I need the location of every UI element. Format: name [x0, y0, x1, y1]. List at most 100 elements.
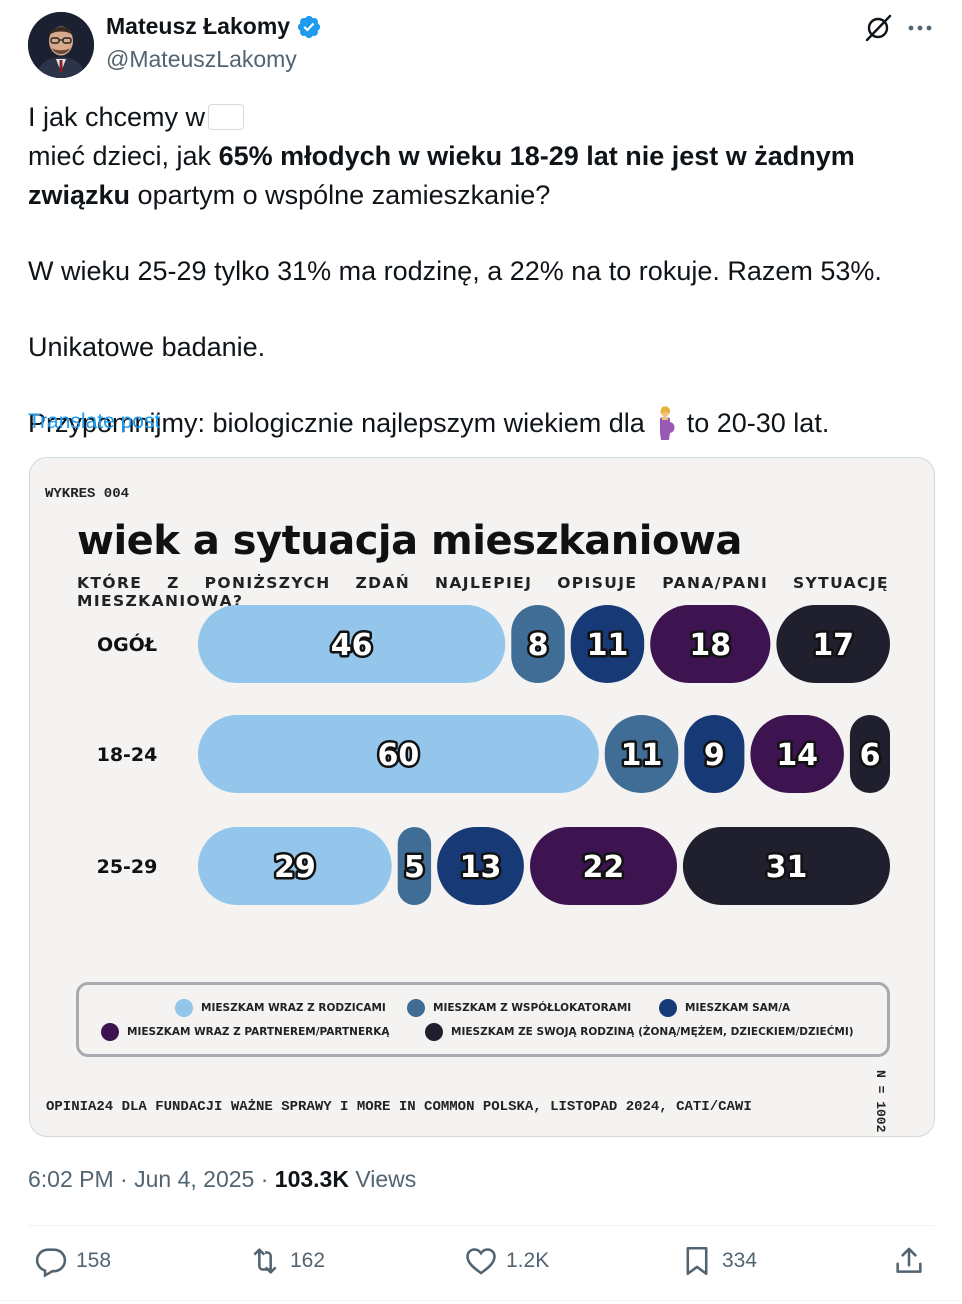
reply-count: 158 [76, 1249, 112, 1272]
more-options-icon[interactable] [906, 14, 934, 42]
share-button[interactable] [892, 1244, 926, 1278]
legend-label: MIESZKAM WRAZ Z PARTNEREM/PARTNERKĄ [127, 1026, 390, 1038]
legend-item-family: MIESZKAM ZE SWOJĄ RODZINĄ (ŻONĄ/MĘŻEM, D… [425, 1023, 854, 1041]
legend-label: MIESZKAM SAM/A [685, 1002, 791, 1014]
legend-swatch [175, 999, 193, 1017]
post-paragraph-3: Unikatowe badanie. [28, 332, 266, 362]
legend-label: MIESZKAM WRAZ Z RODZICAMI [201, 1002, 386, 1014]
chart-legend: MIESZKAM WRAZ Z RODZICAMI MIESZKAM Z WSP… [76, 982, 890, 1057]
views-label: Views [355, 1166, 417, 1192]
views-count: 103.3K [274, 1166, 349, 1192]
bar-segment [750, 715, 844, 793]
action-bar: 158 162 1.2K 334 [0, 1238, 962, 1288]
bar-value-label: 31 [766, 850, 808, 885]
bar-value-label: 13 [460, 850, 502, 885]
avatar[interactable] [28, 12, 94, 78]
category-label: 18-24 [97, 744, 158, 766]
post-text-segment: opartym o wspólne zamieszkanie? [137, 180, 551, 210]
legend-item-alone: MIESZKAM SAM/A [659, 999, 790, 1017]
like-count: 1.2K [506, 1249, 550, 1272]
author-display-name[interactable]: Mateusz Łakomy [106, 13, 291, 39]
post-text-segment: Przypomnijmy: biologicznie najlepszym wi… [28, 408, 645, 438]
legend-swatch [101, 1023, 119, 1041]
chart-canvas: OGÓŁ 46 8 11 18 17 18-24 60 11 9 14 6 25-29 29 5 13 22 31 [97, 605, 890, 905]
post-time[interactable]: 6:02 PM [28, 1166, 114, 1192]
legend-item-partner: MIESZKAM WRAZ Z PARTNEREM/PARTNERKĄ [101, 1023, 389, 1041]
bar-segment [198, 715, 599, 793]
chart-subtitle: KTÓRE Z PONIŻSZYCH ZDAŃ NAJLEPIEJ OPISUJ… [77, 574, 889, 610]
reply-icon [35, 1248, 67, 1278]
author-name-row[interactable]: Mateusz Łakomy [106, 13, 322, 40]
post-text: I jak chcemy w mieć dzieci, jak 65% młody… [28, 98, 928, 443]
category-label: OGÓŁ [97, 632, 157, 656]
like-button[interactable]: 1.2K [464, 1244, 549, 1278]
bar-value-label: 60 [378, 738, 420, 773]
bookmark-icon [686, 1246, 708, 1276]
bar-segment [650, 605, 771, 683]
author-handle[interactable]: @MateuszLakomy [106, 46, 297, 72]
bar-value-label: 5 [404, 850, 425, 885]
chart-title: wiek a sytuacja mieszkaniowa [77, 518, 742, 564]
bar-value-label: 46 [331, 628, 373, 663]
bar-value-label: 17 [812, 628, 854, 663]
post-media-chart[interactable]: WYKRES 004 wiek a sytuacja mieszkaniowa … [29, 457, 935, 1137]
legend-swatch [425, 1023, 443, 1041]
poland-flag-icon [209, 105, 243, 129]
post-paragraph-4: Przypomnijmy: biologicznie najlepszym wi… [28, 404, 928, 443]
bar-value-label: 11 [587, 628, 629, 663]
bar-segment [776, 605, 890, 683]
legend-item-roommates: MIESZKAM Z WSPÓŁLOKATORAMI [407, 999, 631, 1017]
verified-badge-icon[interactable] [296, 14, 322, 40]
heart-icon [466, 1248, 496, 1275]
legend-swatch [407, 999, 425, 1017]
post-text-segment: mieć dzieci, jak [28, 141, 212, 171]
bar-segment [682, 827, 890, 905]
bar-value-label: 9 [704, 738, 725, 773]
post-paragraph-2: W wieku 25-29 tylko 31% ma rodzinę, a 22… [28, 256, 882, 286]
post-text-bold: 65% młodych w wieku 18-29 lat nie jest w… [28, 141, 855, 210]
bar-segment [604, 715, 679, 793]
reply-button[interactable]: 158 [34, 1244, 111, 1278]
bar-value-label: 8 [528, 628, 549, 663]
divider [28, 1225, 934, 1226]
bar-segment [849, 715, 890, 793]
bar-segment [684, 715, 745, 793]
share-icon [896, 1247, 922, 1273]
bookmark-button[interactable]: 334 [680, 1244, 757, 1278]
bar-segment [511, 605, 565, 683]
meta-separator: · [260, 1166, 269, 1192]
repost-count: 162 [290, 1249, 326, 1272]
bar-segment [198, 827, 392, 905]
repost-button[interactable]: 162 [248, 1244, 325, 1278]
post-text-segment: I jak chcemy w [28, 102, 206, 132]
bar-value-label: 18 [689, 628, 731, 663]
post-text-segment: to 20-30 lat. [686, 408, 830, 438]
chart-source: OPINIA24 DLA FUNDACJI WAŻNE SPRAWY I MOR… [46, 1099, 752, 1115]
bar-value-label: 14 [776, 738, 818, 773]
bookmark-count: 334 [722, 1249, 758, 1272]
legend-label: MIESZKAM ZE SWOJĄ RODZINĄ (ŻONĄ/MĘŻEM, D… [451, 1026, 854, 1038]
post-date[interactable]: Jun 4, 2025 [134, 1166, 255, 1192]
meta-separator: · [120, 1166, 128, 1192]
pregnant-woman-icon [659, 406, 675, 440]
repost-icon [253, 1248, 277, 1274]
bar-segment [530, 827, 677, 905]
category-label: 25-29 [97, 856, 158, 878]
post-paragraph-1: I jak chcemy w [28, 98, 928, 137]
bar-value-label: 22 [583, 850, 625, 885]
bar-segment [570, 605, 645, 683]
bar-value-label: 11 [621, 738, 663, 773]
legend-label: MIESZKAM Z WSPÓŁLOKATORAMI [433, 1002, 632, 1014]
bar-segment [198, 605, 506, 683]
sample-size-label: N = 1002 [873, 1070, 888, 1133]
translate-post-link[interactable]: Translate post [28, 410, 161, 433]
legend-item-parents: MIESZKAM WRAZ Z RODZICAMI [175, 999, 386, 1017]
chart-number-label: WYKRES 004 [45, 486, 130, 502]
bar-segment [397, 827, 432, 905]
bar-value-label: 6 [860, 738, 881, 773]
bar-value-label: 29 [274, 850, 316, 885]
grok-icon[interactable] [862, 12, 894, 44]
legend-swatch [659, 999, 677, 1017]
bar-segment [437, 827, 524, 905]
